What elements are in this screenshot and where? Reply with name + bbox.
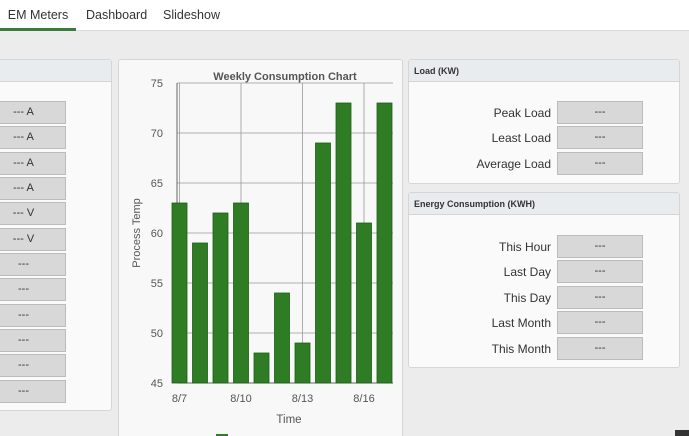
chart-title: Weekly Consumption Chart [213, 71, 357, 83]
tab-slideshow[interactable]: Slideshow [163, 8, 220, 22]
chart-bar [356, 222, 372, 384]
chart-bar [253, 352, 270, 384]
weekly-consumption-chart: Weekly Consumption Chart 45 50 55 60 65 70 75 8/… [131, 71, 393, 436]
readings-panel: --- A --- A --- A --- A --- V --- V --- … [0, 59, 112, 411]
scroll-thumb[interactable] [675, 430, 689, 436]
y-tick-label: 50 [151, 328, 163, 340]
chart-bar [274, 292, 290, 384]
load-panel-title: Load (KW) [409, 60, 679, 82]
average-load-value: --- [557, 152, 643, 175]
chart-bar [171, 202, 188, 384]
reading-box: --- [0, 304, 66, 327]
tab-em-meters[interactable]: EM Meters [0, 0, 76, 31]
chart-bar [335, 102, 352, 384]
energy-panel-title: Energy Consumption (KWH) [409, 193, 679, 215]
y-tick-label: 65 [151, 178, 163, 190]
reading-box: --- [0, 354, 66, 377]
weekly-chart-panel: Weekly Consumption Chart 45 50 55 60 65 70 75 8/… [118, 59, 403, 436]
chart-bar [294, 342, 311, 384]
this-hour-value: --- [557, 235, 643, 258]
reading-box: --- [0, 253, 66, 276]
top-nav: EM Meters Dashboard Slideshow [0, 0, 689, 31]
load-panel: Load (KW) Peak Load --- Least Load --- A… [408, 59, 680, 184]
x-axis-label: Time [276, 414, 301, 426]
reading-box: --- [0, 329, 66, 352]
chart-bar [376, 102, 393, 384]
x-tick-label: 8/7 [172, 393, 187, 405]
this-month-value: --- [557, 337, 643, 360]
reading-box: --- [0, 278, 66, 301]
x-tick-label: 8/16 [353, 393, 374, 405]
this-day-value: --- [557, 286, 643, 309]
energy-consumption-panel: Energy Consumption (KWH) This Hour --- L… [408, 192, 680, 368]
y-axis-label: Process Temp [131, 198, 143, 268]
chart-bar [233, 202, 249, 384]
chart-bar [212, 212, 229, 384]
x-tick-label: 8/10 [230, 393, 251, 405]
reading-box: --- V [0, 228, 66, 251]
last-month-value: --- [557, 311, 643, 334]
peak-load-value: --- [557, 101, 643, 124]
last-day-value: --- [557, 260, 643, 283]
this-month-label: This Month [491, 342, 551, 356]
this-day-label: This Day [503, 291, 551, 305]
reading-box: --- [0, 380, 66, 403]
y-tick-label: 45 [151, 378, 163, 390]
least-load-value: --- [557, 126, 643, 149]
tab-dashboard[interactable]: Dashboard [86, 8, 148, 22]
this-hour-label: This Hour [498, 240, 551, 254]
y-tick-label: 70 [151, 128, 163, 140]
reading-box: --- A [0, 126, 66, 149]
peak-load-label: Peak Load [493, 106, 551, 120]
x-tick-label: 8/13 [292, 393, 313, 405]
least-load-label: Least Load [491, 131, 551, 145]
chart-bar [192, 242, 208, 384]
y-tick-label: 60 [151, 228, 163, 240]
legend-swatch [216, 434, 228, 436]
reading-box: --- A [0, 177, 66, 200]
reading-box: --- A [0, 152, 66, 175]
reading-box: --- A [0, 101, 66, 124]
reading-box: --- V [0, 202, 66, 225]
last-day-label: Last Day [503, 265, 551, 279]
y-tick-label: 75 [151, 78, 163, 90]
readings-panel-header [0, 60, 111, 82]
y-tick-label: 55 [151, 278, 163, 290]
chart-bar [315, 142, 331, 384]
average-load-label: Average Load [476, 157, 551, 171]
last-month-label: Last Month [491, 316, 551, 330]
